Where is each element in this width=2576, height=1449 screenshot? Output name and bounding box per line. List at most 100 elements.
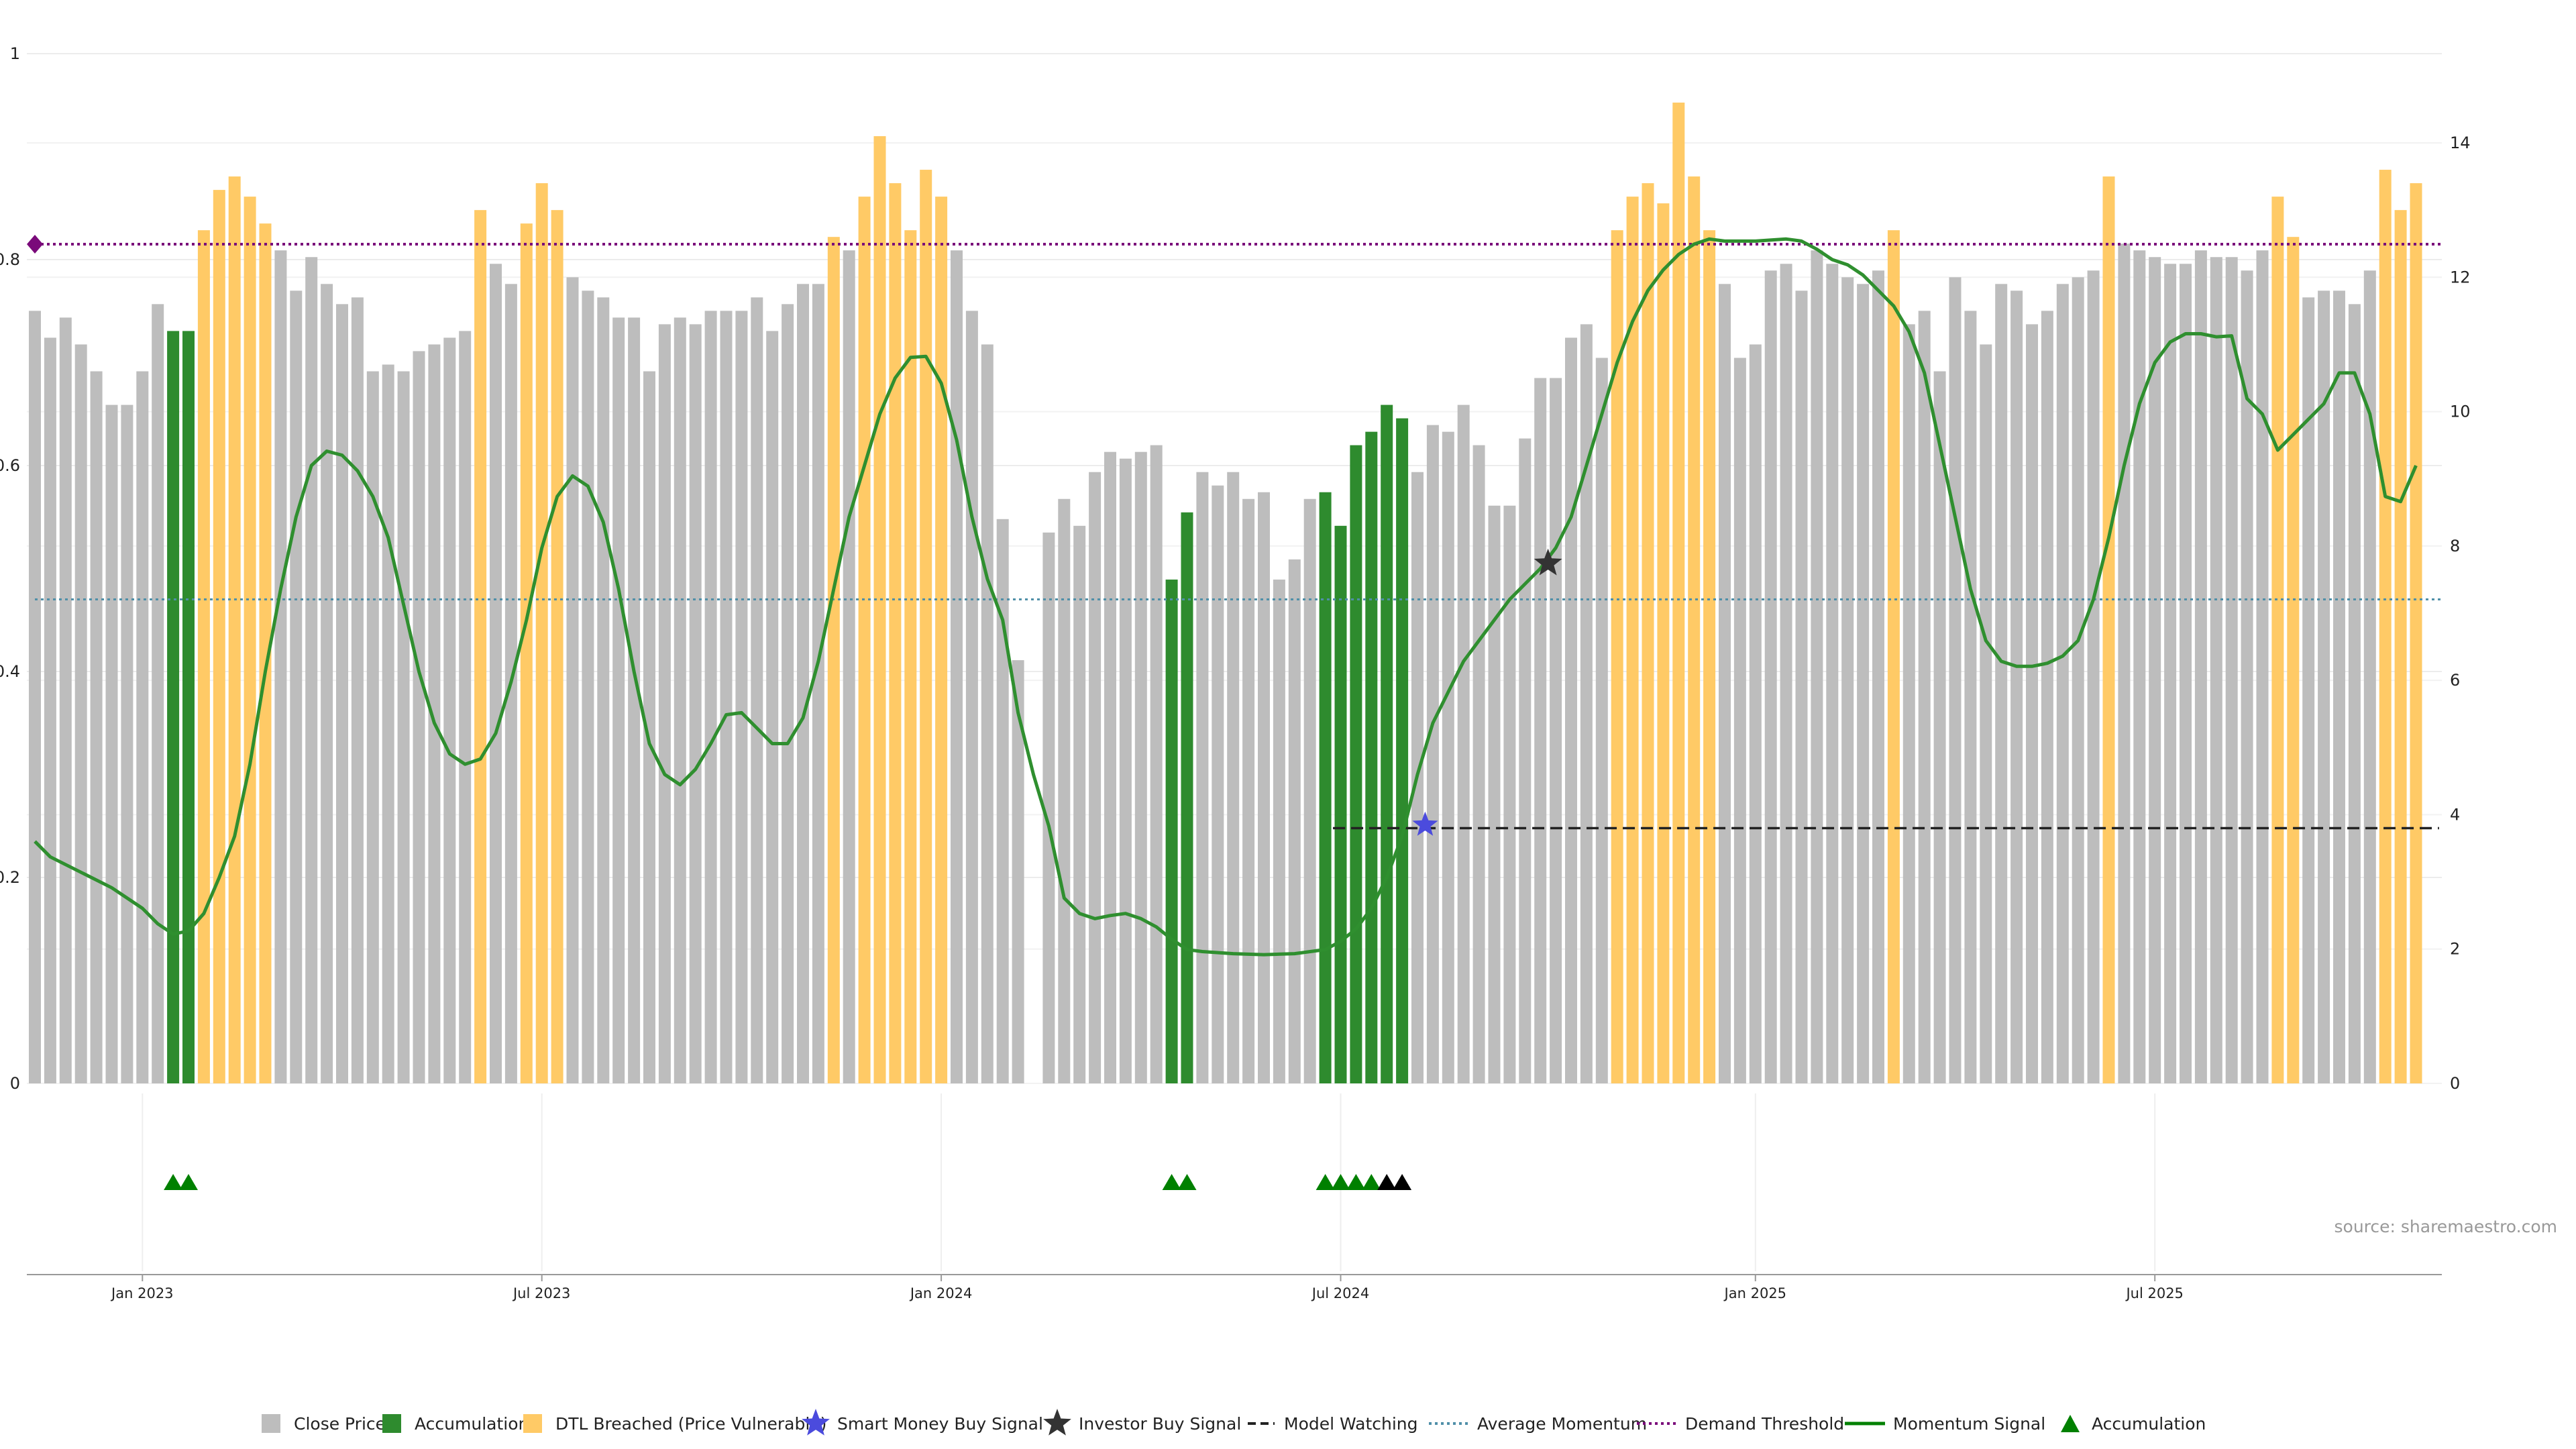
legend-item: Smart Money Buy Signal — [802, 1409, 1043, 1436]
bar-dtl — [2271, 197, 2284, 1084]
bar-close — [2318, 290, 2330, 1083]
bar-close — [1595, 358, 1608, 1083]
bar-close — [1719, 284, 1731, 1083]
bar-close — [2180, 264, 2192, 1084]
bar-close — [2026, 324, 2038, 1083]
left-axis-tick-label: 1 — [10, 44, 20, 63]
signal-triangle-accumulation — [1177, 1174, 1197, 1190]
x-axis-tick-label: Jul 2025 — [2125, 1285, 2183, 1301]
bar-close — [1795, 290, 1808, 1083]
smart-money-buy-signal-star — [1412, 811, 1438, 836]
right-axis-tick-label: 10 — [2450, 402, 2471, 421]
bar-close — [152, 304, 164, 1083]
x-axis-tick-label: Jan 2023 — [110, 1285, 174, 1301]
bar-close — [397, 371, 410, 1083]
bar-close — [443, 337, 456, 1083]
signal-triangle-accumulation — [179, 1174, 198, 1190]
bar-close — [751, 297, 763, 1083]
right-axis-tick-label: 2 — [2450, 940, 2460, 959]
bar-accumulation — [1165, 579, 1178, 1083]
left-axis-tick-label: 0.6 — [0, 456, 20, 475]
bar-close — [382, 364, 394, 1083]
bar-dtl — [889, 183, 902, 1084]
bar-close — [981, 344, 994, 1083]
bar-accumulation — [167, 331, 180, 1083]
right-axis-tick-label: 12 — [2450, 268, 2471, 286]
bar-close — [351, 297, 364, 1083]
legend-item: Momentum Signal — [1845, 1414, 2045, 1434]
left-axis-tick-label: 0.4 — [0, 662, 20, 681]
legend-square-icon — [382, 1414, 401, 1433]
bar-close — [1212, 485, 1224, 1083]
bar-dtl — [1626, 197, 1639, 1084]
right-axis-tick-label: 4 — [2450, 805, 2460, 824]
bar-close — [1303, 498, 1316, 1083]
bar-close — [2118, 244, 2131, 1083]
legend-item: Average Momentum — [1429, 1414, 1647, 1434]
signal-markers — [1412, 548, 1562, 836]
bar-close — [1119, 458, 1132, 1083]
bar-close — [658, 324, 671, 1083]
signal-triangle-investor — [1377, 1174, 1397, 1190]
bar-close — [1902, 324, 1915, 1083]
bar-close — [2164, 264, 2177, 1084]
bar-dtl — [1887, 230, 1900, 1084]
bar-dtl — [1672, 102, 1685, 1083]
bar-dtl — [1688, 176, 1701, 1084]
bar-close — [2149, 257, 2161, 1083]
legend-star-icon — [802, 1409, 830, 1436]
bar-dtl — [474, 210, 487, 1084]
bar-close — [105, 405, 118, 1083]
legend-item: Model Watching — [1248, 1414, 1418, 1434]
price-bars — [29, 102, 2422, 1084]
bar-close — [2225, 257, 2238, 1083]
bar-dtl — [213, 190, 225, 1084]
bar-dtl — [920, 170, 932, 1084]
bar-close — [459, 331, 472, 1083]
legend-label: Demand Threshold — [1685, 1414, 1844, 1434]
bar-close — [735, 311, 748, 1083]
bar-close — [1550, 378, 1562, 1083]
bar-dtl — [197, 230, 210, 1084]
bar-close — [1918, 311, 1931, 1083]
bar-close — [843, 250, 855, 1084]
bar-accumulation — [1319, 492, 1332, 1083]
legend-item: Demand Threshold — [1637, 1414, 1844, 1434]
bar-dtl — [2394, 210, 2407, 1084]
bar-close — [1841, 277, 1854, 1084]
bar-close — [74, 344, 87, 1083]
x-axis-tick-label: Jul 2024 — [1311, 1285, 1369, 1301]
bar-close — [1258, 492, 1270, 1083]
x-axis-tick-label: Jan 2024 — [909, 1285, 973, 1301]
bar-close — [1519, 438, 1532, 1083]
bar-close — [643, 371, 655, 1083]
bar-close — [689, 324, 702, 1083]
bar-close — [704, 311, 717, 1083]
bar-close — [1288, 559, 1301, 1083]
bar-close — [1733, 358, 1746, 1083]
bar-close — [766, 331, 779, 1083]
bar-close — [1012, 660, 1024, 1083]
bar-close — [1964, 311, 1977, 1083]
bar-close — [2302, 297, 2315, 1083]
bar-close — [1580, 324, 1593, 1083]
bar-accumulation — [1181, 512, 1193, 1083]
bar-close — [951, 250, 963, 1084]
signal-panel: Jan 2023 Jul 2023 Jan 2024 Jul 2024 Jan 2025… — [27, 1174, 2442, 1301]
bar-close — [290, 290, 303, 1083]
bar-dtl — [2410, 183, 2422, 1084]
source-note: source: sharemaestro.com — [2334, 1217, 2558, 1236]
bar-accumulation — [1381, 405, 1393, 1083]
bar-close — [597, 297, 610, 1083]
bar-close — [797, 284, 809, 1083]
bar-close — [996, 519, 1009, 1083]
investor-buy-signal-star — [1534, 548, 1562, 576]
bar-close — [1857, 284, 1870, 1083]
bar-close — [1042, 532, 1055, 1083]
bar-close — [1826, 264, 1839, 1084]
bar-close — [2041, 311, 2053, 1083]
bar-close — [612, 317, 625, 1083]
signal-triangle-accumulation — [1362, 1174, 1381, 1190]
momentum-signal-line — [34, 237, 2418, 957]
